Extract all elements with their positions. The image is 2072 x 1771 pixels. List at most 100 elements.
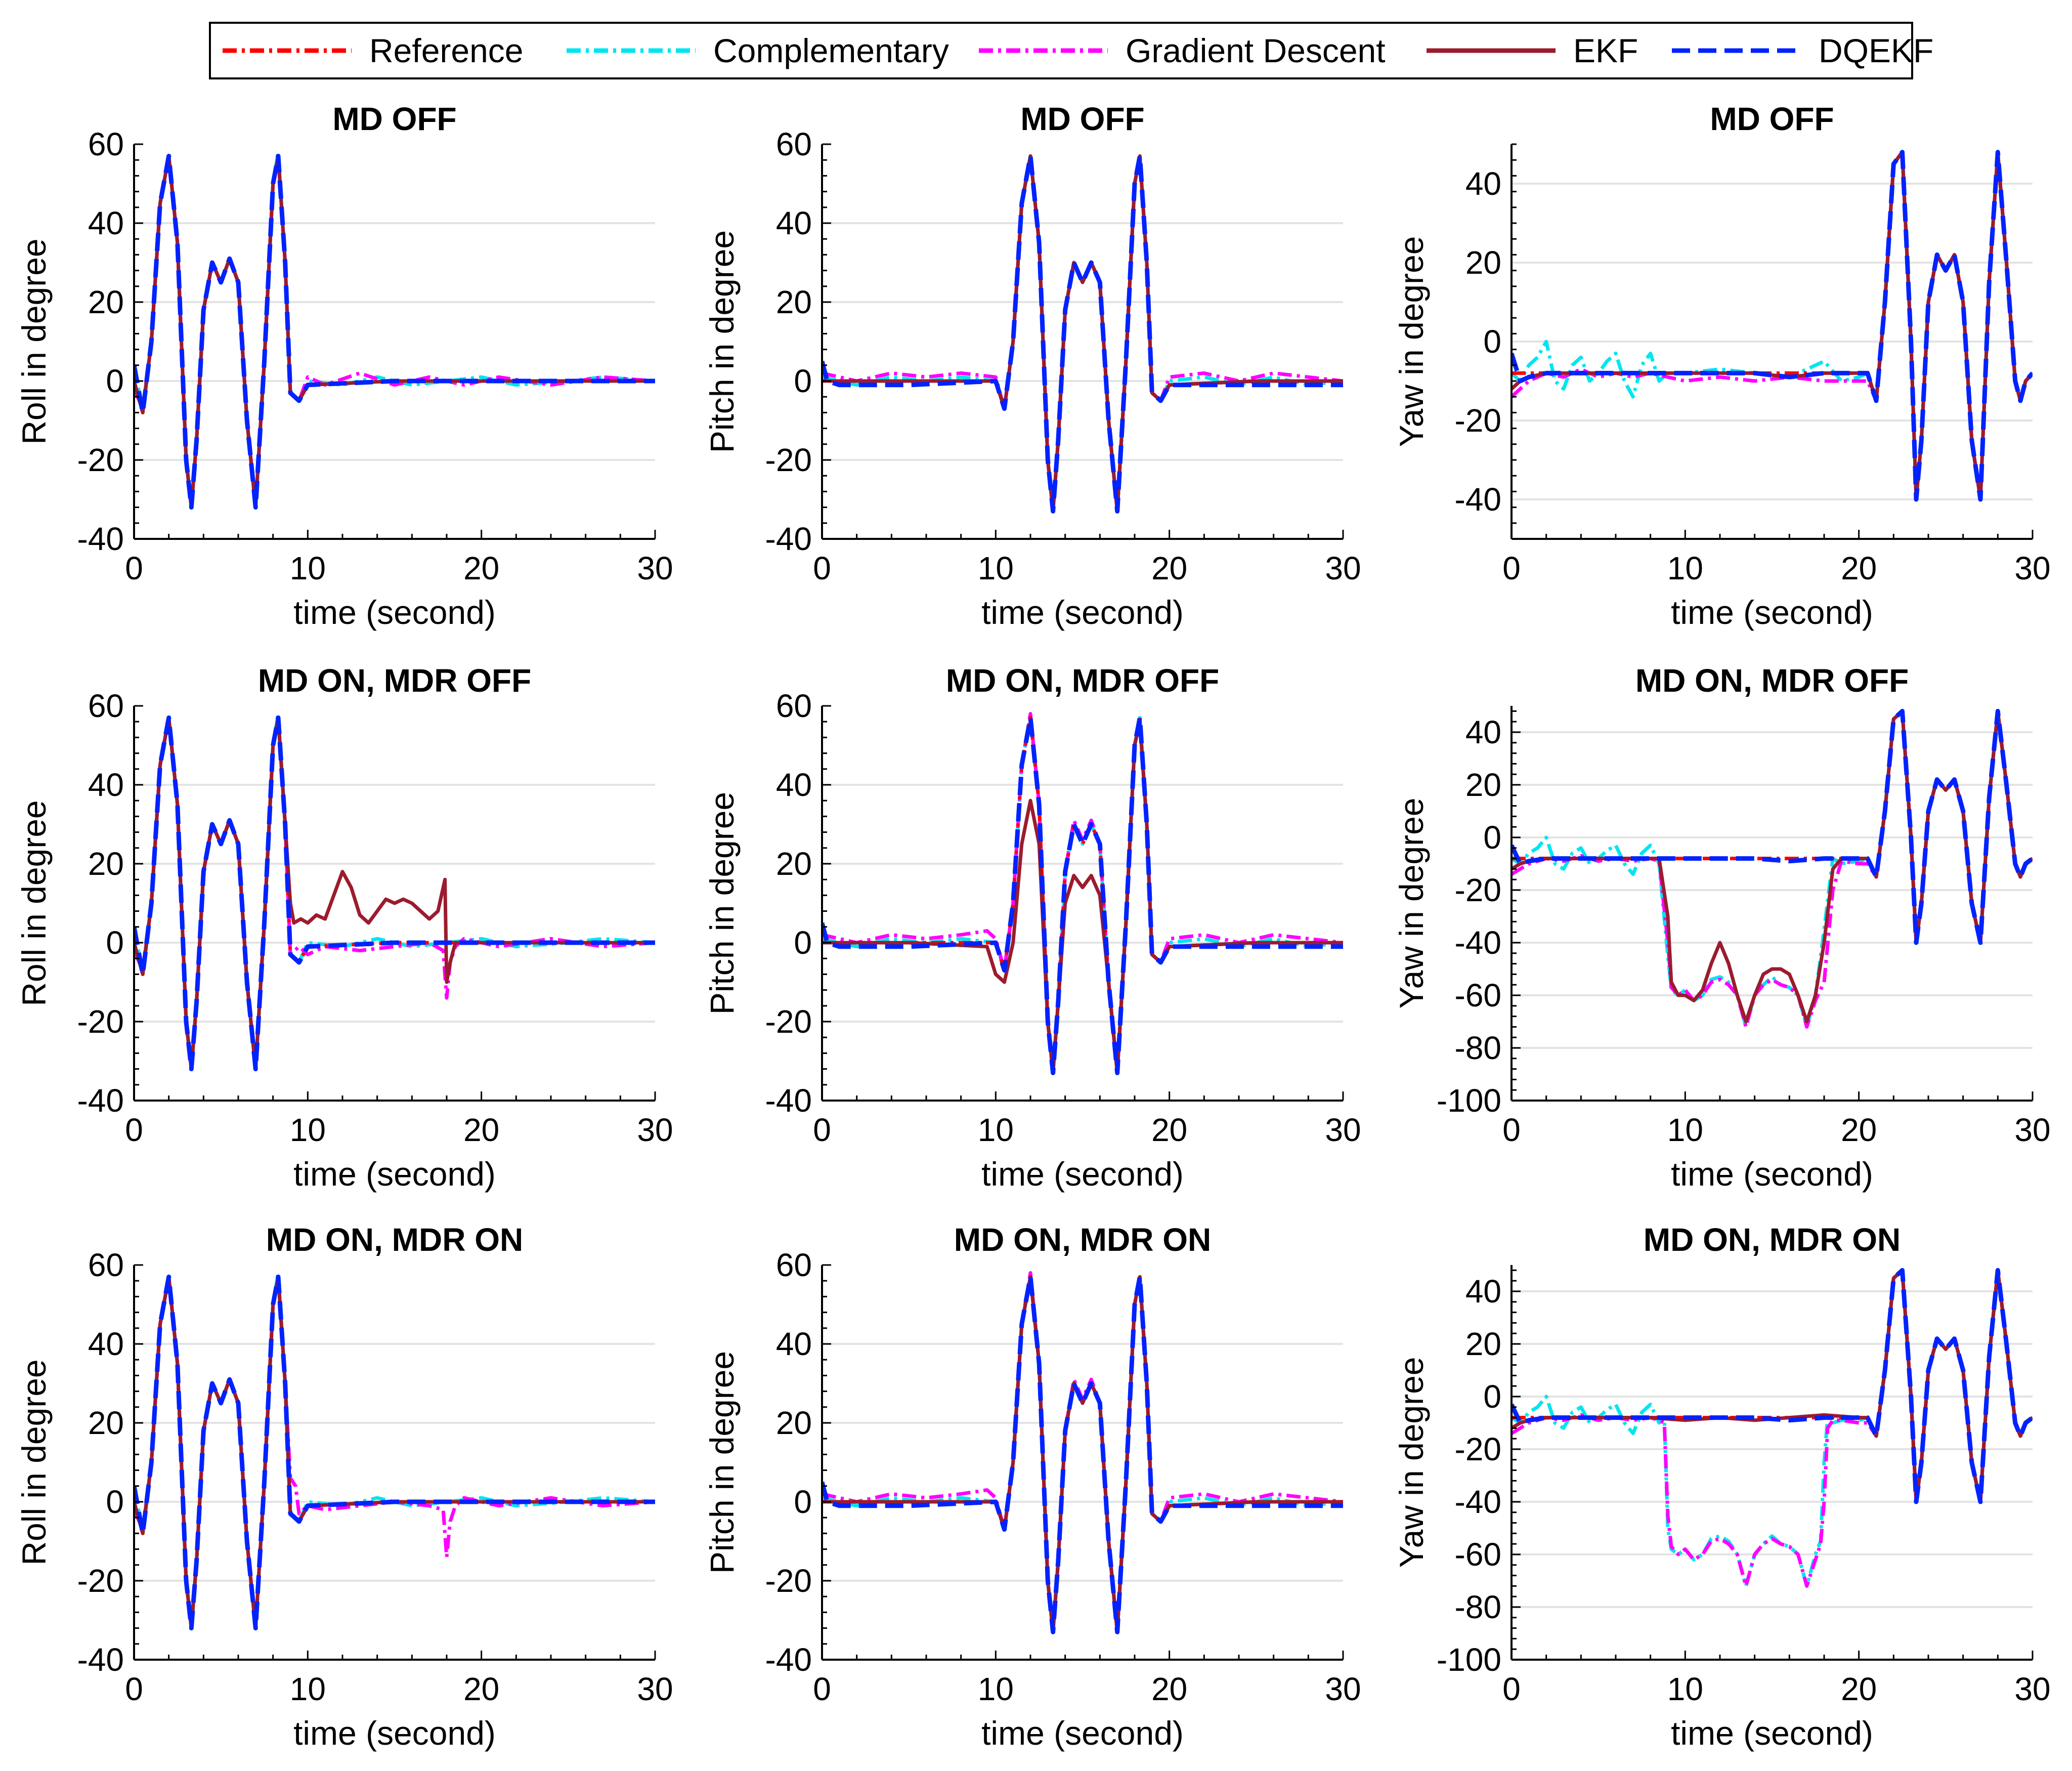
y-tick-label: -80 [1455,1030,1502,1066]
subplot-title: MD ON, MDR OFF [946,662,1219,699]
y-tick-label: 20 [88,284,124,320]
x-tick-label: 10 [978,550,1014,586]
y-tick-label: 20 [1465,244,1501,281]
y-tick-label: -40 [765,521,812,557]
y-tick-label: 0 [1483,819,1501,856]
x-tick-label: 20 [1151,1112,1187,1148]
series-line-dqekf [1512,708,2033,945]
series-line-ekf [134,154,655,510]
x-tick-label: 10 [1667,1671,1703,1707]
series-group [822,153,1343,514]
subplot-1-2: MD OFF -40 -20 0 20 40 60 0 10 20 30 time (second) P… [703,101,1361,631]
series-line-reference [134,1275,655,1630]
series-line-reference [822,154,1343,513]
x-tick-label: 0 [125,1112,143,1148]
subplot-2-3: MD ON, MDR OFF -100 -80 -60 -40 -20 0 20 40 0 10 20… [1393,662,2051,1193]
series-line-complementary [134,1271,655,1630]
y-tick-label: -20 [765,1003,812,1040]
x-tick-label: 20 [463,1112,499,1148]
y-axis-label: Pitch in degree [703,792,741,1015]
series-group [1512,708,2033,1029]
y-tick-label: 60 [88,688,124,724]
series-line-dqekf [134,715,655,1072]
series-line-ekf [1512,1268,2033,1504]
y-tick-label: 40 [776,205,812,241]
x-tick-label: 30 [2014,550,2050,586]
series-group [134,1271,655,1631]
series-line-dqekf [822,715,1343,1075]
subplot-title: MD OFF [1020,101,1144,137]
series-line-reference [822,1275,1343,1634]
subplot-title: MD OFF [332,101,456,137]
subplot-title: MD ON, MDR ON [954,1221,1211,1258]
subplot-title: MD ON, MDR OFF [1635,662,1909,699]
x-tick-label: 0 [1502,550,1521,586]
x-tick-label: 0 [813,550,831,586]
series-line-reference [1512,709,2033,945]
x-axis-label: time (second) [1671,1714,1873,1752]
x-axis-label: time (second) [981,1155,1184,1193]
series-line-reference [1512,1268,2033,1504]
series-line-gradient-descent [1512,150,2033,501]
subplot-1-1: MD OFF -40 -20 0 20 40 60 0 10 20 30 time (second) R… [15,101,673,631]
y-tick-label: -20 [765,442,812,478]
y-tick-label: 60 [776,1247,812,1283]
x-axis-label: time (second) [981,1714,1184,1752]
x-axis-label: time (second) [293,1714,496,1752]
series-line-reference [134,715,655,1071]
series-line-gradient-descent [822,154,1343,513]
y-tick-label: 20 [88,1405,124,1441]
subplot-3-1: MD ON, MDR ON -40 -20 0 20 40 60 0 10 20 30 time (s… [15,1221,673,1752]
y-tick-label: 40 [776,1326,812,1362]
series-line-reference [134,154,655,510]
y-tick-label: 60 [88,1247,124,1283]
y-tick-label: 20 [776,284,812,320]
series-line-complementary [134,712,655,1071]
legend-label-reference: Reference [369,32,524,69]
x-tick-label: 30 [1325,1112,1361,1148]
y-axis-label: Roll in degree [15,1359,53,1565]
y-tick-label: -20 [765,1563,812,1599]
subplot-1-3: MD OFF -40 -20 0 20 40 0 10 20 30 time (second) Yaw… [1393,101,2051,631]
y-tick-label: 0 [794,363,812,399]
x-tick-label: 30 [2014,1671,2050,1707]
x-axis-label: time (second) [981,594,1184,631]
series-line-complementary [134,150,655,510]
y-tick-label: 40 [776,767,812,803]
legend-label-dqekf: DQEKF [1819,32,1933,69]
series-line-gradient-descent [134,154,655,510]
x-tick-label: 20 [1151,1671,1187,1707]
y-axis-label: Roll in degree [15,800,53,1006]
x-tick-label: 30 [2014,1112,2050,1148]
subplot-3-3: MD ON, MDR ON -100 -80 -60 -40 -20 0 20 40 0 10 20 3… [1393,1221,2051,1752]
y-tick-label: -60 [1455,977,1502,1014]
series-line-gradient-descent [1512,709,2033,1029]
y-tick-label: -80 [1455,1589,1502,1625]
series-line-complementary [822,154,1343,513]
subplot-2-1: MD ON, MDR OFF -40 -20 0 20 40 60 0 10 20 30 time (… [15,662,673,1193]
series-line-gradient-descent [822,712,1343,1075]
y-tick-label: 0 [106,924,124,961]
y-tick-label: 60 [776,126,812,162]
series-group [1512,1268,2033,1588]
series-line-dqekf [1512,1268,2033,1504]
x-tick-label: 20 [463,1671,499,1707]
y-tick-label: -40 [765,1641,812,1678]
series-line-gradient-descent [134,1275,655,1630]
y-tick-label: -40 [765,1082,812,1119]
y-axis-label: Pitch in degree [703,230,741,453]
series-line-ekf [134,715,655,1071]
y-tick-label: -40 [77,1082,124,1119]
y-tick-label: 60 [88,126,124,162]
series-line-dqekf [822,153,1343,514]
y-tick-label: 40 [88,767,124,803]
x-tick-label: 20 [1151,550,1187,586]
x-axis-label: time (second) [293,1155,496,1193]
x-tick-label: 20 [463,550,499,586]
series-line-reference [1512,150,2033,501]
y-axis-label: Pitch in degree [703,1351,741,1574]
series-line-ekf [822,1275,1343,1634]
y-tick-label: 0 [106,1484,124,1520]
subplot-grid: MD OFF -40 -20 0 20 40 60 0 10 20 30 time (second) R… [15,101,2051,1752]
